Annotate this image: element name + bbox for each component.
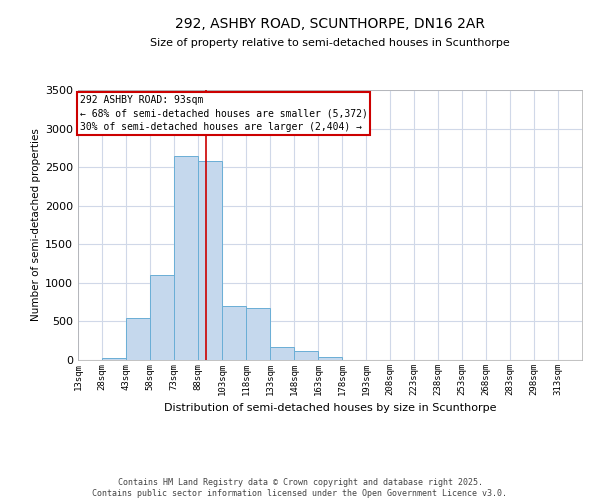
Bar (174, 156, 198, 360)
X-axis label: Distribution of semi-detached houses by size in Scunthorpe: Distribution of semi-detached houses by … (164, 404, 496, 413)
Bar (102, 358, 126, 360)
Bar (150, 275, 174, 360)
Text: Size of property relative to semi-detached houses in Scunthorpe: Size of property relative to semi-detach… (150, 38, 510, 48)
Text: Contains HM Land Registry data © Crown copyright and database right 2025.
Contai: Contains HM Land Registry data © Crown c… (92, 478, 508, 498)
Y-axis label: Number of semi-detached properties: Number of semi-detached properties (31, 128, 41, 322)
Bar (126, 318, 150, 360)
Text: 292 ASHBY ROAD: 93sqm
← 68% of semi-detached houses are smaller (5,372)
30% of s: 292 ASHBY ROAD: 93sqm ← 68% of semi-deta… (80, 96, 367, 132)
Bar (246, 308, 270, 360)
Bar (198, 161, 222, 360)
Text: 292, ASHBY ROAD, SCUNTHORPE, DN16 2AR: 292, ASHBY ROAD, SCUNTHORPE, DN16 2AR (175, 18, 485, 32)
Bar (318, 357, 342, 360)
Bar (270, 347, 294, 360)
Bar (294, 350, 318, 360)
Bar (222, 306, 246, 360)
